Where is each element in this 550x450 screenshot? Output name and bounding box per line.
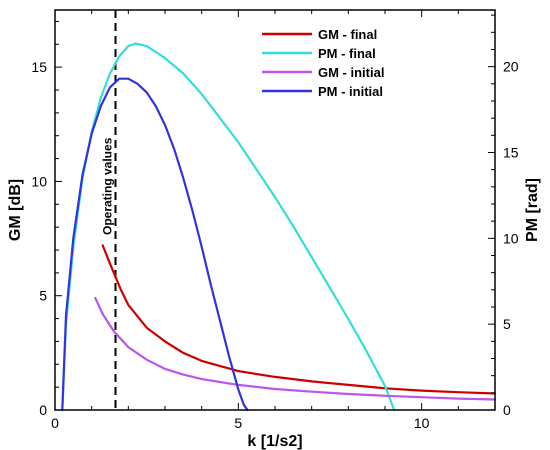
y2-tick-label: 5 (503, 316, 511, 332)
y-axis-title-right: PM [rad] (524, 178, 541, 242)
y-tick-label: 5 (39, 288, 47, 304)
y-tick-label: 15 (31, 59, 47, 75)
y2-tick-label: 0 (503, 402, 511, 418)
plot-marks (61, 10, 497, 412)
series-line-0 (101, 244, 497, 395)
x-axis-title: k [1/s2] (247, 433, 302, 450)
legend-label-3: PM - initial (318, 84, 383, 99)
legend-label-2: GM - initial (318, 65, 384, 80)
y2-tick-label: 10 (503, 230, 519, 246)
y-tick-label: 0 (39, 402, 47, 418)
x-tick-label: 5 (234, 415, 242, 431)
series-line-3 (61, 77, 249, 412)
legend-label-1: PM - final (318, 46, 376, 61)
operating-values-annotation: Operating values (101, 137, 115, 235)
plot-frame (54, 9, 496, 411)
y2-tick-label: 15 (503, 144, 519, 160)
x-tick-label: 0 (51, 415, 59, 431)
y-axis-title-left: GM [dB] (7, 179, 24, 241)
legend: GM - final PM - final GM - initial PM - ini… (262, 27, 384, 99)
legend-label-0: GM - final (318, 27, 377, 42)
y-tick-label: 10 (31, 173, 47, 189)
axes: 0 5 10 0 5 10 15 0 5 10 15 20 (31, 10, 519, 431)
x-tick-label: 10 (414, 415, 430, 431)
y2-tick-label: 20 (503, 59, 519, 75)
series-line-2 (94, 296, 497, 401)
